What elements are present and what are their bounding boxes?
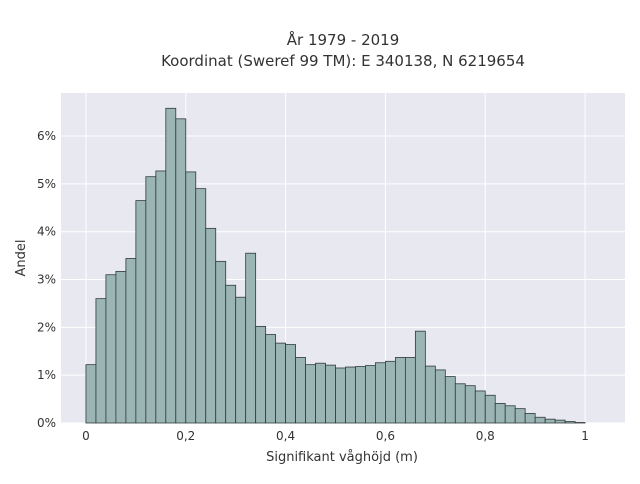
histogram-bar — [336, 368, 346, 423]
histogram-bar — [375, 363, 385, 423]
histogram-bar — [316, 363, 326, 423]
x-tick-label: 1 — [581, 429, 589, 443]
chart-title-line-1: År 1979 - 2019 — [287, 30, 400, 49]
histogram-bar — [345, 367, 355, 423]
histogram-bar — [246, 253, 256, 423]
y-tick-label: 6% — [37, 129, 56, 143]
histogram-bar — [156, 171, 166, 423]
histogram-bar — [236, 297, 246, 423]
histogram-bar — [136, 201, 146, 423]
x-tick-label: 0,2 — [176, 429, 195, 443]
histogram-bar — [216, 261, 226, 423]
histogram-bar — [106, 275, 116, 423]
y-tick-label: 1% — [37, 368, 56, 382]
y-tick-label: 0% — [37, 416, 56, 430]
histogram-bar — [365, 366, 375, 423]
histogram-bar — [415, 331, 425, 423]
histogram-bar — [296, 357, 306, 423]
histogram-bar — [206, 228, 216, 423]
histogram-bar — [276, 343, 286, 423]
histogram-bar — [385, 361, 395, 423]
chart-title-line-2: Koordinat (Sweref 99 TM): E 340138, N 62… — [161, 52, 525, 70]
histogram-bar — [146, 177, 156, 423]
histogram-bar — [465, 386, 475, 423]
y-tick-label: 2% — [37, 320, 56, 334]
histogram-bar — [535, 417, 545, 423]
histogram-bar — [96, 299, 106, 423]
histogram-bar — [286, 345, 296, 423]
histogram-bar — [475, 391, 485, 423]
histogram-bar — [395, 357, 405, 423]
histogram-bar — [226, 285, 236, 423]
histogram-bar — [116, 271, 126, 423]
histogram-bar — [256, 326, 266, 423]
y-tick-label: 5% — [37, 177, 56, 191]
x-tick-label: 0,4 — [276, 429, 295, 443]
histogram-bar — [405, 357, 415, 423]
histogram-bar — [545, 419, 555, 423]
y-tick-label: 3% — [37, 273, 56, 287]
histogram-bar — [555, 420, 565, 423]
histogram-bar — [166, 108, 176, 423]
histogram-bar — [445, 377, 455, 423]
x-tick-label: 0,8 — [476, 429, 495, 443]
histogram-bar — [425, 366, 435, 423]
x-tick-label: 0 — [82, 429, 90, 443]
x-tick-label: 0,6 — [376, 429, 395, 443]
histogram-bar — [186, 172, 196, 423]
y-tick-label: 4% — [37, 225, 56, 239]
histogram-bar — [176, 119, 186, 423]
histogram-bar — [565, 422, 575, 423]
histogram-bar — [126, 258, 136, 423]
histogram-bar — [196, 189, 206, 423]
histogram-bar — [86, 365, 96, 423]
histogram-bar — [495, 403, 505, 423]
histogram-bar — [355, 367, 365, 423]
histogram-bar — [525, 413, 535, 423]
histogram-bar — [306, 365, 316, 423]
histogram-bar — [485, 395, 495, 423]
histogram-bar — [515, 409, 525, 423]
y-axis-title: Andel — [14, 240, 29, 277]
histogram-bar — [435, 370, 445, 423]
histogram-bar — [455, 384, 465, 423]
histogram-bar — [266, 335, 276, 423]
x-axis-title: Signifikant våghöjd (m) — [266, 450, 418, 465]
histogram-bar — [326, 365, 336, 423]
histogram-bar — [505, 406, 515, 423]
